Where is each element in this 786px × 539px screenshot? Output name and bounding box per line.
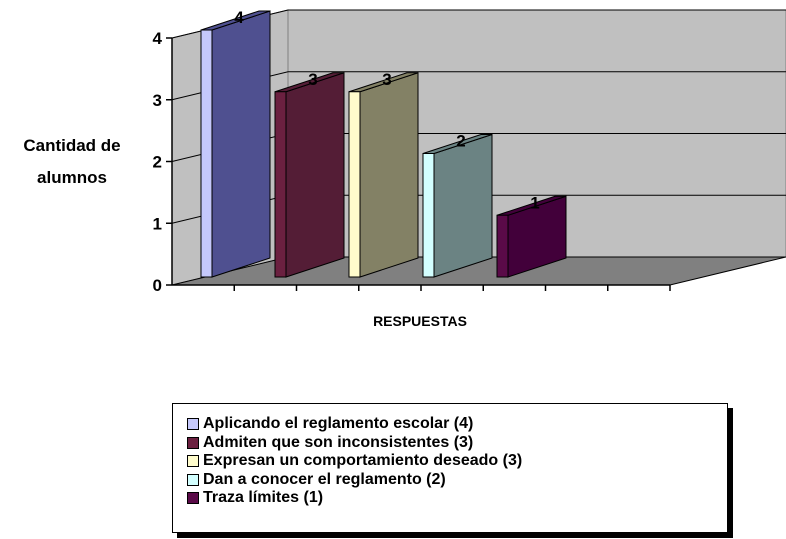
bar-side-face [211, 10, 271, 278]
bar-side-face [433, 133, 493, 278]
legend-label: Traza límites (1) [203, 489, 324, 507]
bar-side-face [359, 72, 419, 278]
bar-front-face [348, 91, 361, 278]
data-label: 1 [530, 193, 539, 212]
legend-item: Dan a conocer el reglamento (2) [187, 471, 522, 490]
bar [496, 195, 567, 278]
x-axis-title: RESPUESTAS [373, 313, 467, 329]
y-tick-label: 4 [153, 29, 163, 48]
legend-item: Aplicando el reglamento escolar (4) [187, 415, 522, 434]
legend-swatch [187, 473, 199, 486]
bar-front-face [200, 29, 213, 278]
bar-chart: 0 1 2 3 4 4 3 3 2 1 Cantidad de alumnos RESPUESTA… [23, 8, 786, 329]
legend-swatch [187, 418, 199, 431]
legend-item: Traza límites (1) [187, 489, 522, 508]
data-label: 2 [456, 132, 465, 151]
bar [348, 72, 419, 278]
legend-label: Admiten que son inconsistentes (3) [203, 433, 474, 451]
bars [200, 10, 567, 278]
legend-list: Aplicando el reglamento escolar (4) Admit… [187, 415, 522, 508]
data-labels: 4 3 3 2 1 [234, 8, 539, 212]
y-tick-labels: 0 1 2 3 4 [153, 29, 163, 295]
legend-label: Aplicando el reglamento escolar (4) [203, 415, 474, 433]
y-tick-label: 1 [153, 214, 162, 233]
legend-item: Expresan un comportamiento deseado (3) [187, 452, 522, 471]
bar [200, 10, 271, 278]
y-tick-label: 2 [153, 153, 162, 172]
legend-swatch [187, 492, 199, 505]
data-label: 4 [234, 8, 244, 27]
bar-side-face [285, 72, 345, 278]
legend: Aplicando el reglamento escolar (4) Admit… [172, 403, 728, 533]
axes [166, 37, 671, 291]
legend-label: Expresan un comportamiento deseado (3) [203, 452, 523, 470]
bar [422, 133, 493, 278]
legend-label: Dan a conocer el reglamento (2) [203, 470, 446, 488]
bar-front-face [496, 214, 509, 278]
bar-front-face [274, 91, 287, 278]
legend-swatch [187, 436, 199, 449]
data-label: 3 [308, 70, 317, 89]
legend-item: Admiten que son inconsistentes (3) [187, 434, 522, 453]
legend-swatch [187, 455, 199, 468]
bar-front-face [422, 153, 435, 278]
bar [274, 72, 345, 278]
y-tick-label: 0 [153, 276, 162, 295]
y-axis-title: Cantidad de alumnos [23, 136, 120, 187]
data-label: 3 [382, 70, 391, 89]
y-tick-label: 3 [153, 91, 162, 110]
